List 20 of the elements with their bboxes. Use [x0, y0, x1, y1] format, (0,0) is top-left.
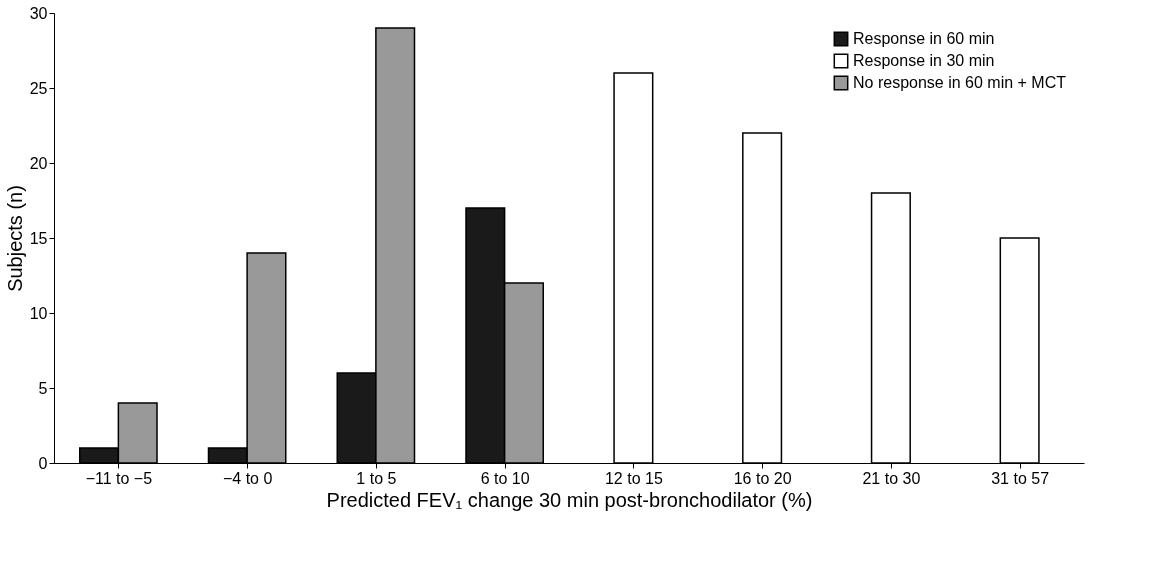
x-tick-label: 31 to 57: [991, 469, 1050, 487]
legend-label: Response in 60 min: [853, 30, 995, 47]
legend-label: No response in 60 min + MCT: [853, 74, 1067, 91]
y-tick-label: 10: [29, 304, 48, 322]
x-tick-label: 21 to 30: [862, 469, 921, 487]
y-tick-label: 0: [38, 454, 48, 472]
x-tick-label: 6 to 10: [480, 469, 530, 487]
x-axis-title: Predicted FEV₁ change 30 min post-bronchodilator (%): [326, 488, 813, 511]
y-tick-label: 5: [38, 379, 48, 397]
x-tick-label: 16 to 20: [733, 469, 792, 487]
x-tick-label: 12 to 15: [604, 469, 663, 487]
y-tick-label: 25: [29, 79, 48, 97]
y-axis-title: Subjects (n): [3, 185, 26, 292]
x-tick-label: −4 to 0: [222, 469, 273, 487]
y-tick-label: 30: [29, 4, 48, 22]
y-tick-label: 20: [29, 154, 48, 172]
legend-label: Response in 30 min: [853, 52, 995, 69]
x-tick-label: 1 to 5: [356, 469, 397, 487]
y-tick-label: 15: [29, 229, 48, 247]
x-tick-label: −11 to −5: [85, 469, 153, 487]
